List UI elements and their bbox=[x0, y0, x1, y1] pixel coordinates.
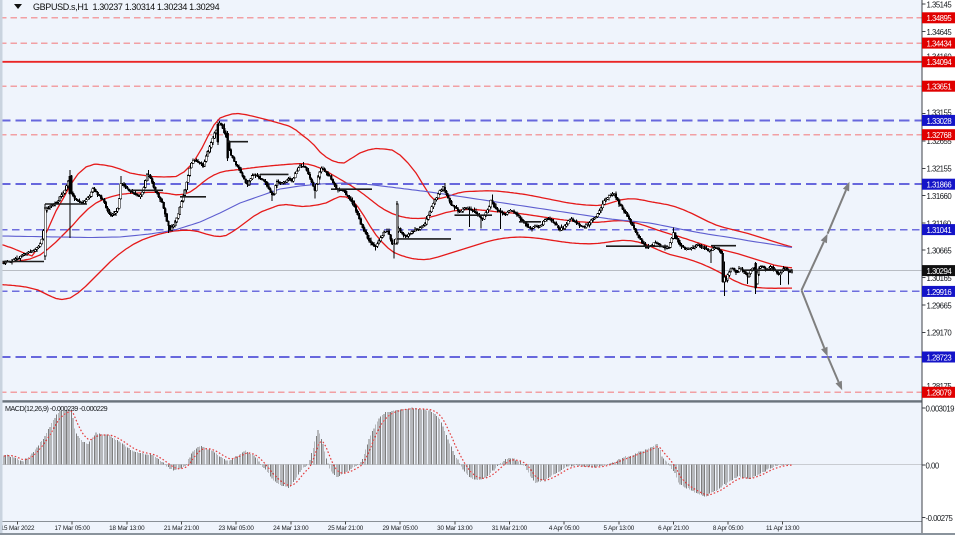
svg-text:1.33651: 1.33651 bbox=[927, 83, 952, 92]
svg-text:1.29916: 1.29916 bbox=[927, 288, 952, 297]
svg-text:1.33028: 1.33028 bbox=[927, 117, 952, 126]
svg-text:1.35145: 1.35145 bbox=[927, 0, 953, 9]
svg-text:1.34895: 1.34895 bbox=[927, 14, 953, 23]
svg-text:1.32768: 1.32768 bbox=[927, 131, 952, 140]
svg-text:1.28175: 1.28175 bbox=[927, 382, 953, 391]
svg-text:1.29665: 1.29665 bbox=[927, 302, 953, 311]
svg-text:18 Mar 13:00: 18 Mar 13:00 bbox=[109, 525, 145, 532]
svg-text:1.33155: 1.33155 bbox=[927, 109, 953, 118]
svg-text:1.30665: 1.30665 bbox=[927, 247, 953, 256]
svg-text:1.32655: 1.32655 bbox=[927, 137, 953, 146]
svg-text:1.28723: 1.28723 bbox=[927, 353, 952, 362]
svg-text:1.28079: 1.28079 bbox=[927, 389, 952, 398]
svg-text:1.34094: 1.34094 bbox=[927, 58, 953, 67]
svg-text:1.31041: 1.31041 bbox=[927, 226, 952, 235]
svg-text:1.30165: 1.30165 bbox=[927, 274, 953, 283]
svg-text:15 Mar 2022: 15 Mar 2022 bbox=[1, 525, 35, 532]
svg-text:1.34645: 1.34645 bbox=[927, 28, 953, 37]
svg-text:1.31160: 1.31160 bbox=[927, 219, 952, 228]
svg-text:MACD(12,26,9) -0.000239 -0.000: MACD(12,26,9) -0.000239 -0.000229 bbox=[5, 404, 108, 413]
svg-text:6 Apr 21:00: 6 Apr 21:00 bbox=[658, 525, 689, 532]
svg-text:-0.00275: -0.00275 bbox=[926, 514, 954, 523]
svg-text:29 Mar 05:00: 29 Mar 05:00 bbox=[382, 525, 418, 532]
svg-text:24 Mar 13:00: 24 Mar 13:00 bbox=[273, 525, 309, 532]
svg-text:GBPUSD.s,H1 1.30237 1.30314 1: GBPUSD.s,H1 1.30237 1.30314 1.30234 1.30… bbox=[33, 2, 220, 12]
svg-text:21 Mar 21:00: 21 Mar 21:00 bbox=[164, 525, 200, 532]
svg-text:5 Apr 13:00: 5 Apr 13:00 bbox=[604, 525, 635, 532]
svg-text:1.29170: 1.29170 bbox=[927, 329, 953, 338]
svg-text:30 Mar 13:00: 30 Mar 13:00 bbox=[437, 525, 473, 532]
svg-text:1.30294: 1.30294 bbox=[927, 267, 953, 276]
svg-text:1.32155: 1.32155 bbox=[927, 165, 953, 174]
svg-text:11 Apr 13:00: 11 Apr 13:00 bbox=[766, 525, 800, 532]
svg-text:1.31660: 1.31660 bbox=[927, 192, 953, 201]
svg-text:8 Apr 05:00: 8 Apr 05:00 bbox=[713, 525, 744, 532]
svg-text:25 Mar 21:00: 25 Mar 21:00 bbox=[328, 525, 364, 532]
svg-text:4 Apr 05:00: 4 Apr 05:00 bbox=[549, 525, 580, 532]
svg-text:17 Mar 05:00: 17 Mar 05:00 bbox=[55, 525, 91, 532]
svg-text:0.00: 0.00 bbox=[926, 461, 940, 470]
svg-text:31 Mar 21:00: 31 Mar 21:00 bbox=[492, 525, 528, 532]
svg-text:23 Mar 05:00: 23 Mar 05:00 bbox=[218, 525, 254, 532]
svg-text:1.34434: 1.34434 bbox=[927, 40, 953, 49]
svg-text:0.003019: 0.003019 bbox=[926, 404, 955, 413]
svg-text:1.31866: 1.31866 bbox=[927, 181, 952, 190]
